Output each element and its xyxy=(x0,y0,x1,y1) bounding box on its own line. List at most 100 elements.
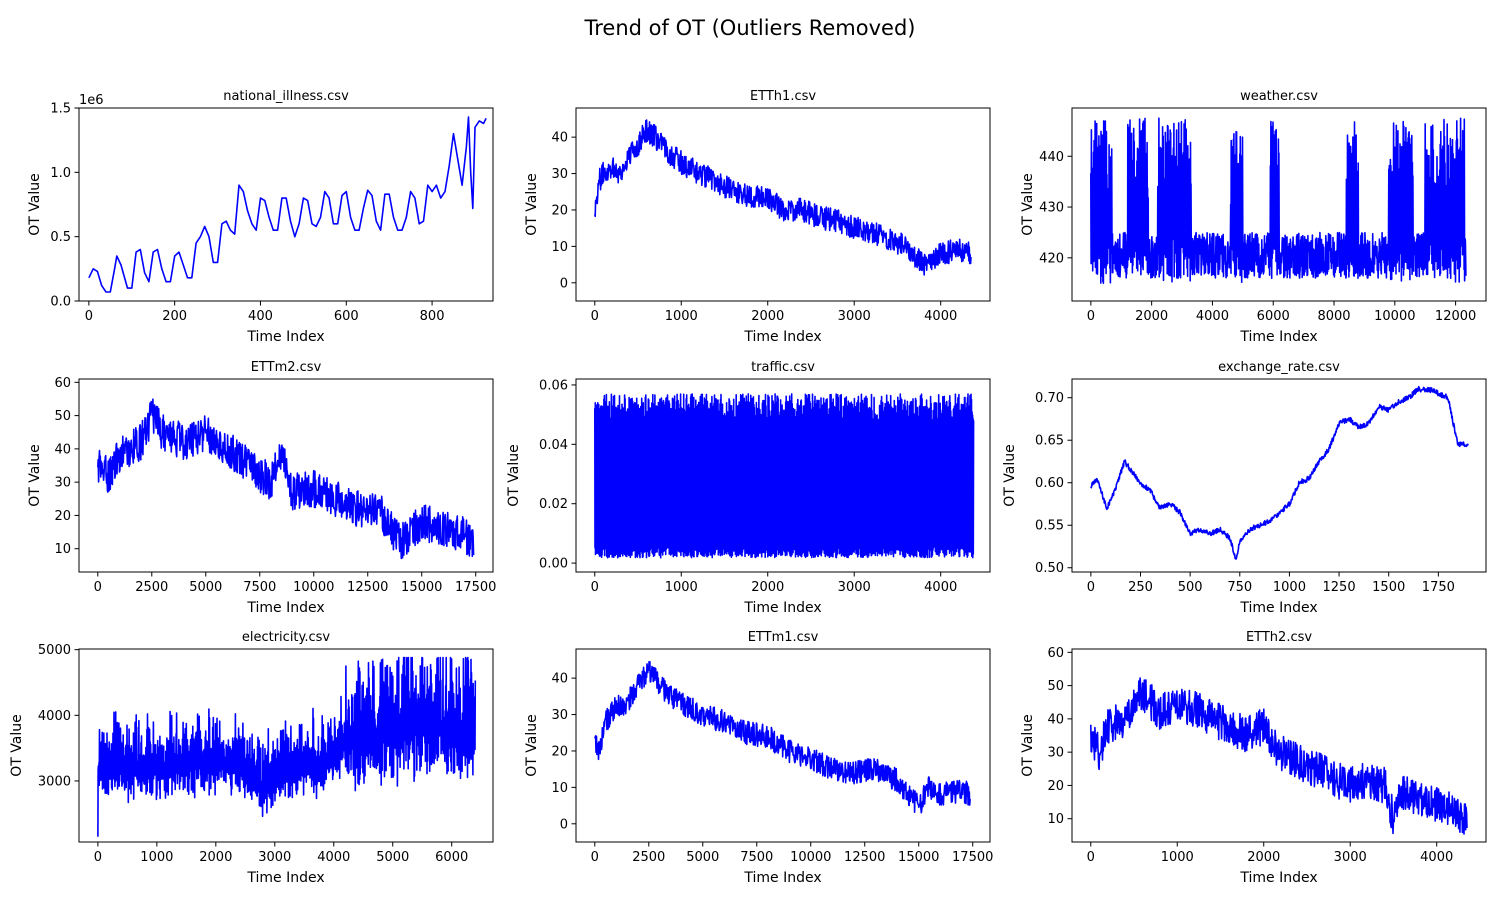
plot-frame xyxy=(78,648,494,843)
x-tick-label: 0 xyxy=(591,309,599,324)
y-tick-label: 0.5 xyxy=(50,230,71,245)
y-tick-label: 420 xyxy=(1039,251,1064,266)
y-tick-label: 0.50 xyxy=(1035,561,1064,576)
plot-frame xyxy=(575,378,991,573)
plot-frame xyxy=(1071,378,1487,573)
y-tick-label: 10 xyxy=(551,240,568,255)
figure-title: Trend of OT (Outliers Removed) xyxy=(584,16,916,40)
y-tick-label: 430 xyxy=(1039,201,1064,216)
y-axis-label: OT Value xyxy=(1020,173,1036,235)
x-tick-label: 4000 xyxy=(924,580,957,595)
x-tick-label: 17500 xyxy=(455,580,496,595)
series-line xyxy=(1090,117,1467,284)
x-tick-label: 1000 xyxy=(1161,850,1194,865)
y-tick-label: 3000 xyxy=(38,774,71,789)
subplot-5: traffic.csv 0 1000 2000 3000 4000 0.00 0.02 0.04… xyxy=(506,360,991,616)
series-line xyxy=(594,393,975,559)
x-axis-label: Time Index xyxy=(743,600,821,616)
y-tick-label: 60 xyxy=(1047,646,1064,661)
subplot-title: ETTh2.csv xyxy=(1246,630,1312,645)
series-line xyxy=(1090,677,1468,835)
x-tick-label: 600 xyxy=(334,309,359,324)
y-tick-label: 0.0 xyxy=(50,295,71,310)
y-axis-label: OT Value xyxy=(27,444,43,506)
y-axis-label: OT Value xyxy=(524,714,540,776)
x-axis-label: Time Index xyxy=(246,600,324,616)
subplot-1: national_illness.csv 0 200 400 600 800 0.0 0.5 1… xyxy=(27,89,494,345)
y-tick-label: 0.65 xyxy=(1035,434,1064,449)
x-tick-label: 5000 xyxy=(376,850,409,865)
series-line xyxy=(594,660,972,814)
plot-frame xyxy=(575,107,991,302)
subplot-title: ETTm2.csv xyxy=(251,360,322,375)
x-tick-label: 8000 xyxy=(1317,309,1350,324)
x-tick-label: 12000 xyxy=(1435,309,1476,324)
y-tick-label: 30 xyxy=(54,476,71,491)
subplot-title: ETTm1.csv xyxy=(748,630,819,645)
subplot-6: exchange_rate.csv 0 250 500 750 1000 1250 1500 1… xyxy=(1002,360,1487,616)
x-axis-label: Time Index xyxy=(743,329,821,345)
y-tick-label: 1.0 xyxy=(50,166,71,181)
x-axis-label: Time Index xyxy=(1239,329,1317,345)
x-tick-label: 0 xyxy=(1087,850,1095,865)
x-tick-label: 0 xyxy=(94,580,102,595)
x-tick-label: 0 xyxy=(591,850,599,865)
x-tick-label: 12500 xyxy=(844,850,885,865)
x-tick-label: 0 xyxy=(1087,580,1095,595)
y-tick-label: 20 xyxy=(1047,779,1064,794)
x-tick-label: 1000 xyxy=(665,580,698,595)
subplot-title: electricity.csv xyxy=(242,630,331,645)
y-tick-label: 30 xyxy=(551,708,568,723)
y-tick-label: 0.02 xyxy=(539,497,568,512)
subplot-8: ETTm1.csv 0 2500 5000 7500 10000 12500 15000 175… xyxy=(524,630,993,886)
x-tick-label: 15000 xyxy=(401,580,442,595)
plot-frame xyxy=(1071,648,1487,843)
y-tick-label: 40 xyxy=(54,442,71,457)
x-tick-label: 0 xyxy=(1087,309,1095,324)
x-tick-label: 10000 xyxy=(293,580,334,595)
series-line xyxy=(594,119,972,276)
x-tick-label: 4000 xyxy=(1196,309,1229,324)
x-tick-label: 5000 xyxy=(686,850,719,865)
plot-frame xyxy=(1071,107,1487,302)
y-axis-label: OT Value xyxy=(27,173,43,235)
subplot-title: ETTh1.csv xyxy=(750,89,816,104)
subplot-2: ETTh1.csv 0 1000 2000 3000 4000 0 10 20 30 40 Time … xyxy=(524,89,991,345)
x-tick-label: 0 xyxy=(85,309,93,324)
x-tick-label: 1000 xyxy=(140,850,173,865)
x-tick-label: 3000 xyxy=(838,580,871,595)
y-tick-label: 0.06 xyxy=(539,378,568,393)
y-tick-label: 0.04 xyxy=(539,438,568,453)
series-line xyxy=(97,656,477,837)
y-axis-label: OT Value xyxy=(9,714,25,776)
x-tick-label: 10000 xyxy=(790,850,831,865)
plot-frame xyxy=(78,107,494,302)
x-tick-label: 7500 xyxy=(740,850,773,865)
series-line xyxy=(88,116,487,293)
x-tick-label: 2000 xyxy=(199,850,232,865)
x-axis-label: Time Index xyxy=(1239,600,1317,616)
y-tick-label: 40 xyxy=(551,672,568,687)
y-axis-label: OT Value xyxy=(1002,444,1018,506)
y-tick-label: 0.70 xyxy=(1035,391,1064,406)
x-tick-label: 0 xyxy=(94,850,102,865)
subplot-title: national_illness.csv xyxy=(223,89,349,104)
y-tick-label: 0.60 xyxy=(1035,476,1064,491)
plot-frame xyxy=(575,648,991,843)
x-tick-label: 2000 xyxy=(751,580,784,595)
x-tick-label: 1500 xyxy=(1372,580,1405,595)
subplot-3: weather.csv 0 2000 4000 6000 8000 10000 12000 42… xyxy=(1020,89,1487,345)
y-tick-label: 0.00 xyxy=(539,557,568,572)
y-tick-label: 10 xyxy=(54,542,71,557)
x-tick-label: 3000 xyxy=(1334,850,1367,865)
x-tick-label: 500 xyxy=(1178,580,1203,595)
y-axis-label: OT Value xyxy=(506,444,522,506)
y-tick-label: 20 xyxy=(551,744,568,759)
x-tick-label: 1750 xyxy=(1422,580,1455,595)
x-tick-label: 2500 xyxy=(632,850,665,865)
subplot-title: traffic.csv xyxy=(751,360,815,375)
x-tick-label: 400 xyxy=(248,309,273,324)
subplot-7: electricity.csv 0 1000 2000 3000 4000 5000 6000… xyxy=(9,630,494,886)
